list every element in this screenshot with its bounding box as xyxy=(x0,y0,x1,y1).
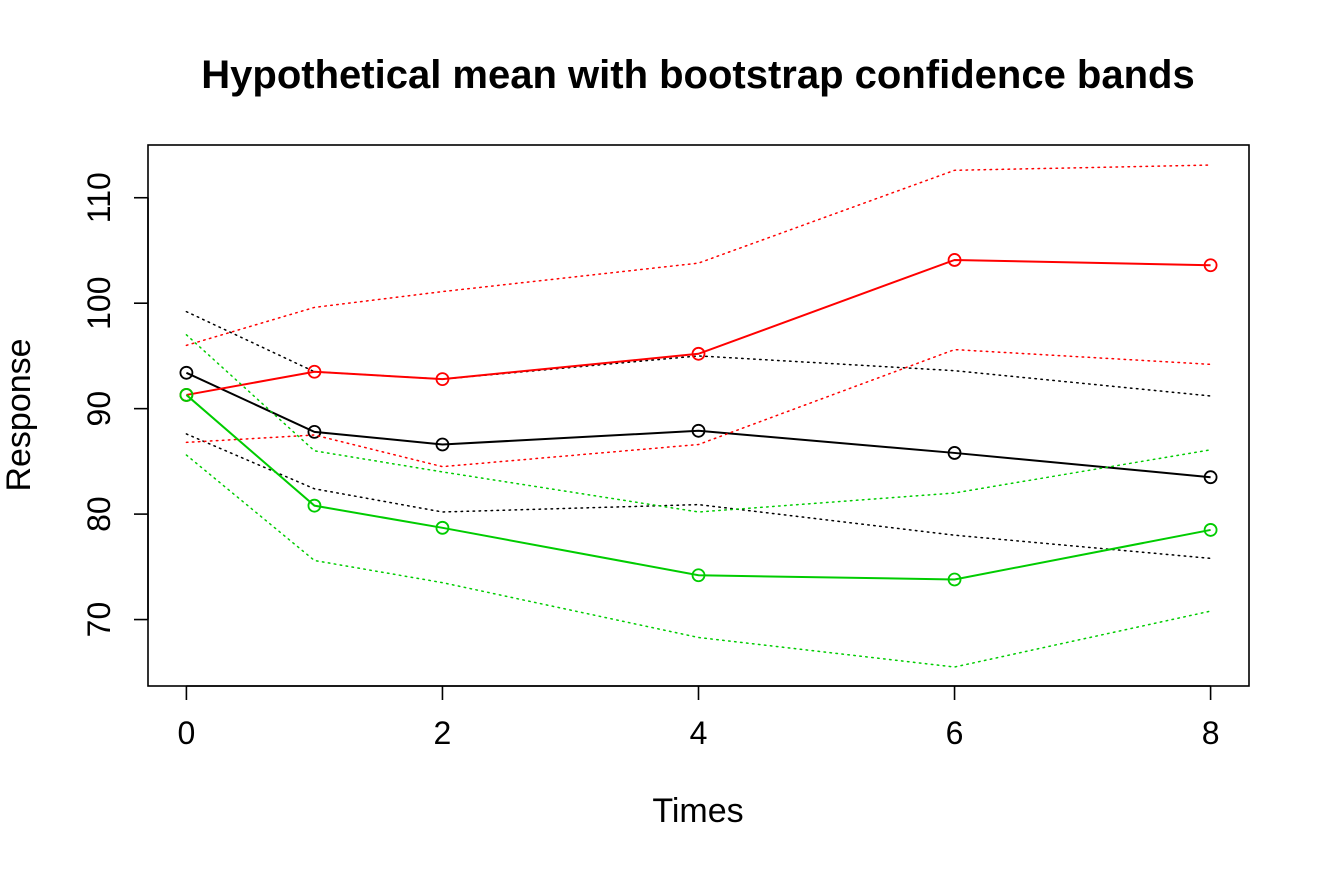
data-point xyxy=(691,346,706,361)
data-point xyxy=(435,437,450,452)
data-point xyxy=(691,423,706,438)
y-tick-label: 100 xyxy=(81,276,117,329)
y-tick-label: 70 xyxy=(81,602,117,638)
y-axis: 70 80 90 100 110 xyxy=(81,172,149,638)
x-tick-label: 4 xyxy=(690,715,708,751)
data-point xyxy=(435,520,450,535)
series-2 xyxy=(179,334,1218,668)
chart-title: Hypothetical mean with bootstrap confide… xyxy=(201,53,1194,97)
lower-band-line xyxy=(185,433,1212,560)
upper-band-line xyxy=(185,310,1212,397)
lower-band-line xyxy=(185,348,1212,468)
plot-frame xyxy=(147,144,1250,687)
upper-band-line xyxy=(185,334,1212,513)
x-tick-label: 8 xyxy=(1202,715,1220,751)
lower-band-line xyxy=(185,454,1212,668)
data-point xyxy=(179,388,194,402)
y-axis-label: Response xyxy=(0,338,38,491)
upper-band-line xyxy=(185,164,1212,347)
x-tick-label: 6 xyxy=(946,715,964,751)
data-point xyxy=(1203,470,1218,485)
data-point xyxy=(947,572,962,587)
data-point xyxy=(947,446,962,460)
data-point xyxy=(1203,258,1218,273)
data-point xyxy=(947,253,962,267)
x-tick-label: 0 xyxy=(178,715,196,751)
y-tick-label: 80 xyxy=(81,496,117,532)
x-tick-label: 2 xyxy=(434,715,452,751)
data-point xyxy=(179,365,194,380)
mean-line xyxy=(185,371,1211,479)
x-axis-label: Times xyxy=(652,792,743,830)
data-point xyxy=(691,568,706,583)
data-point xyxy=(1203,523,1218,537)
series-layer xyxy=(179,164,1218,668)
series-0 xyxy=(179,310,1218,560)
y-tick-label: 110 xyxy=(81,172,117,223)
data-point xyxy=(307,364,322,379)
x-axis: 0 2 4 6 8 xyxy=(178,685,1220,751)
data-point xyxy=(307,424,322,439)
y-tick-label: 90 xyxy=(81,391,117,427)
mean-line xyxy=(186,258,1211,396)
mean-line xyxy=(185,394,1211,581)
data-point xyxy=(307,498,322,513)
series-1 xyxy=(179,164,1218,468)
data-point xyxy=(435,372,450,387)
